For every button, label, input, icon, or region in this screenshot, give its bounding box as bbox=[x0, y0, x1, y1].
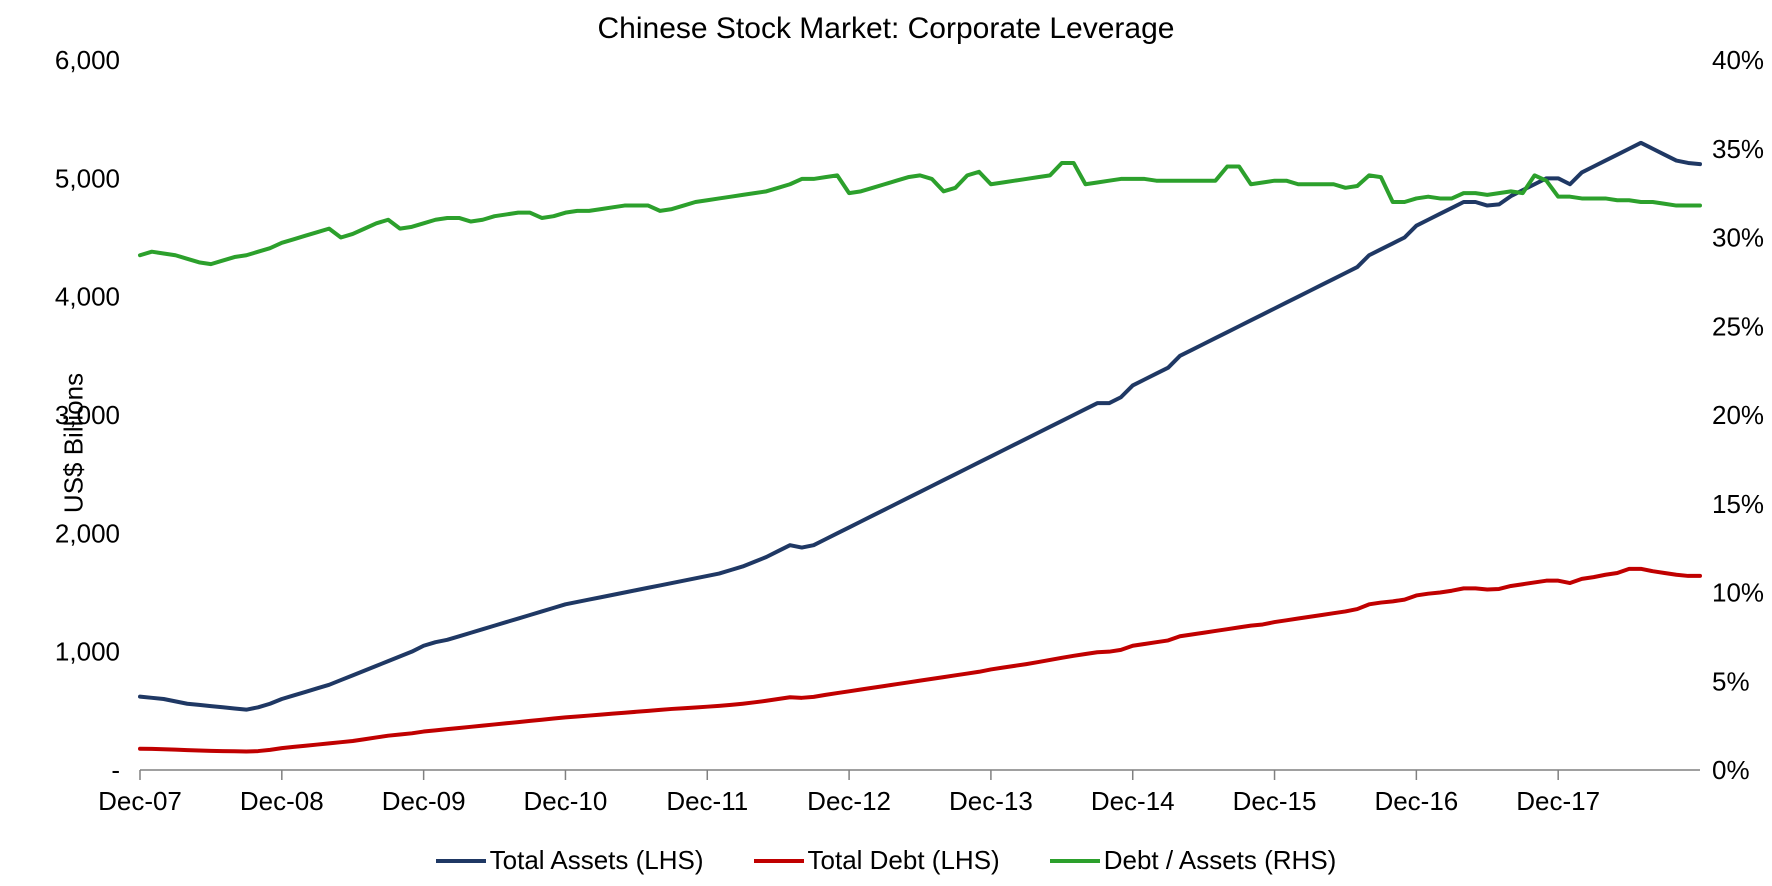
chart-plot: Dec-07 Dec-08 Dec-09 Dec-10 Dec-11 Dec-12 Dec-… bbox=[0, 0, 1772, 886]
x-tick-label: Dec-09 bbox=[382, 786, 466, 816]
series-line bbox=[140, 569, 1700, 752]
legend-label: Total Debt (LHS) bbox=[808, 845, 1000, 876]
y-right-tick-label: 35% bbox=[1712, 134, 1764, 164]
y-left-tick-label: 2,000 bbox=[55, 518, 120, 548]
y-left-tick-label: 3,000 bbox=[55, 400, 120, 430]
legend-item: Total Assets (LHS) bbox=[436, 845, 704, 876]
x-tick-label: Dec-11 bbox=[666, 786, 748, 816]
legend-label: Total Assets (LHS) bbox=[490, 845, 704, 876]
series-line bbox=[140, 143, 1700, 710]
x-tick-label: Dec-10 bbox=[524, 786, 608, 816]
y-left-tick-label: 6,000 bbox=[55, 45, 120, 75]
y-right-tick-label: 15% bbox=[1712, 489, 1764, 519]
legend-swatch bbox=[1050, 859, 1100, 863]
x-tick-label: Dec-14 bbox=[1091, 786, 1175, 816]
y-right-tick-label: 0% bbox=[1712, 755, 1750, 785]
x-tick-label: Dec-13 bbox=[949, 786, 1033, 816]
x-tick-label: Dec-16 bbox=[1374, 786, 1458, 816]
y-right-tick-label: 5% bbox=[1712, 666, 1750, 696]
legend-label: Debt / Assets (RHS) bbox=[1104, 845, 1337, 876]
x-tick-label: Dec-12 bbox=[807, 786, 891, 816]
y-right-tick-label: 10% bbox=[1712, 578, 1764, 608]
series-line bbox=[140, 163, 1700, 264]
y-left-tick-label: 1,000 bbox=[55, 637, 120, 667]
y-right-tick-label: 25% bbox=[1712, 311, 1764, 341]
legend-swatch bbox=[754, 859, 804, 863]
x-tick-label: Dec-15 bbox=[1233, 786, 1317, 816]
x-tick-label: Dec-17 bbox=[1516, 786, 1600, 816]
chart-legend: Total Assets (LHS) Total Debt (LHS) Debt /… bbox=[0, 845, 1772, 876]
y-left-tick-label: - bbox=[111, 755, 120, 785]
x-tick-label: Dec-08 bbox=[240, 786, 324, 816]
y-right-tick-label: 30% bbox=[1712, 223, 1764, 253]
y-right-tick-label: 20% bbox=[1712, 400, 1764, 430]
legend-item: Total Debt (LHS) bbox=[754, 845, 1000, 876]
chart-container: Chinese Stock Market: Corporate Leverage… bbox=[0, 0, 1772, 886]
y-left-tick-label: 4,000 bbox=[55, 282, 120, 312]
y-right-tick-label: 40% bbox=[1712, 45, 1764, 75]
legend-swatch bbox=[436, 859, 486, 863]
legend-item: Debt / Assets (RHS) bbox=[1050, 845, 1337, 876]
x-tick-label: Dec-07 bbox=[98, 786, 182, 816]
y-left-tick-label: 5,000 bbox=[55, 163, 120, 193]
